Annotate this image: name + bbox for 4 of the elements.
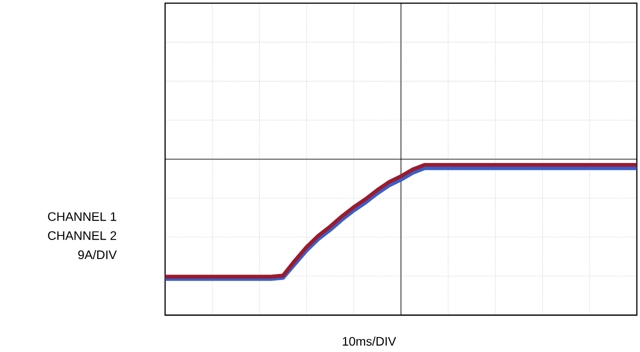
text: CHANNEL 1 — [48, 212, 116, 222]
x-axis-title: 10ms/DIV — [342, 336, 396, 346]
text: CHANNEL 2 — [48, 231, 116, 240]
text: 9A/DIV — [78, 250, 117, 260]
